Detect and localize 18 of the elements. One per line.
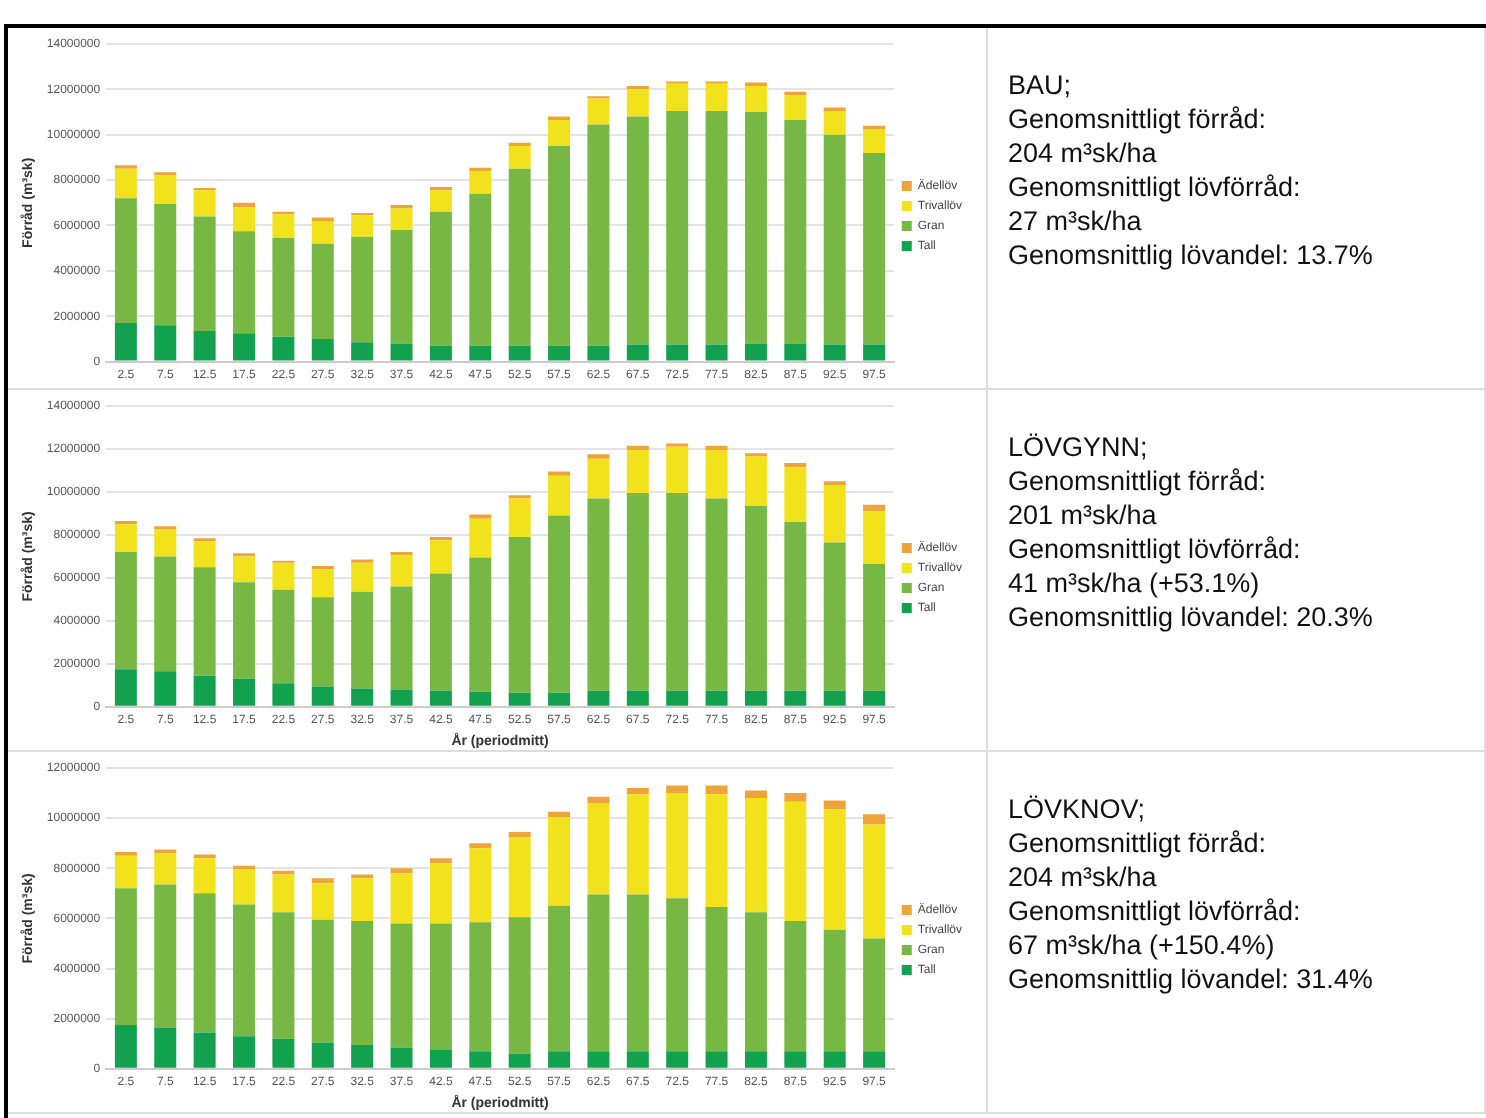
text: Genomsnittlig lövandel: 31.4% [1008, 962, 1375, 996]
text: 204 m³sk/ha [1008, 860, 1159, 894]
text: Genomsnittligt lövförråd: [1008, 170, 1303, 204]
text: 201 m³sk/ha [1008, 498, 1159, 532]
text: Genomsnittlig lövandel: 20.3% [1008, 600, 1375, 634]
text: Genomsnittligt förråd: [1008, 826, 1269, 860]
text: Genomsnittligt lövförråd: [1008, 894, 1303, 928]
text: Genomsnittlig lövandel: 13.7% [1008, 238, 1375, 272]
text: Genomsnittligt förråd: [1008, 102, 1269, 136]
text: 204 m³sk/ha [1008, 136, 1159, 170]
text: 67 m³sk/ha (+150.4%) [1008, 928, 1277, 962]
text: Genomsnittligt lövförråd: [1008, 532, 1303, 566]
text: Genomsnittligt förråd: [1008, 464, 1269, 498]
text: LÖVKNOV; [1008, 792, 1148, 826]
text: 27 m³sk/ha [1008, 204, 1144, 238]
text: LÖVGYNN; [1008, 430, 1150, 464]
text: BAU; [1008, 68, 1074, 102]
text: 41 m³sk/ha (+53.1%) [1008, 566, 1262, 600]
